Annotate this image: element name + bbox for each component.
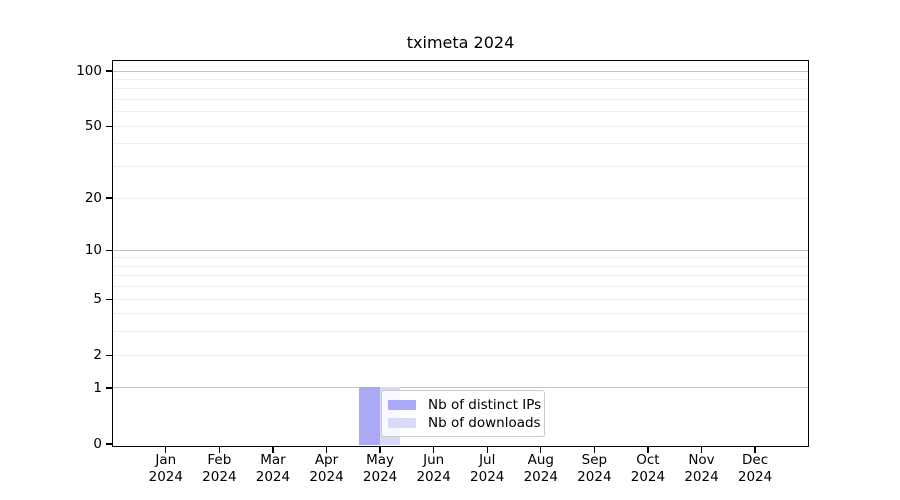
- x-tick-year: 2024: [362, 468, 398, 485]
- bar-distinct-ips: [359, 387, 380, 445]
- y-gridline-minor: [113, 354, 808, 356]
- x-tick-month: Mar: [260, 452, 286, 468]
- x-tick-mark: [325, 447, 328, 453]
- x-tick-mark: [165, 447, 167, 453]
- y-gridline-major: [113, 70, 808, 72]
- y-gridline-minor: [113, 125, 808, 127]
- y-gridline-minor: [113, 275, 808, 277]
- x-tick-year: 2024: [416, 468, 451, 485]
- x-tick-mark: [432, 447, 435, 453]
- x-tick-label: Oct 2024: [606, 452, 690, 485]
- y-gridline-minor: [113, 265, 808, 267]
- y-gridline-minor: [113, 257, 808, 259]
- x-tick-mark: [218, 447, 221, 453]
- y-gridline-minor: [113, 313, 808, 315]
- y-tick-label: 0: [93, 436, 102, 452]
- legend-item: Nb of downloads: [388, 414, 544, 432]
- x-tick-month: Nov: [688, 452, 715, 468]
- y-tick-label: 100: [76, 63, 102, 80]
- y-tick-mark: [106, 197, 113, 199]
- x-tick-year: 2024: [523, 468, 558, 485]
- y-tick-mark: [106, 298, 113, 300]
- x-tick-year: 2024: [737, 468, 773, 485]
- x-tick-month: Oct: [636, 452, 660, 468]
- x-tick-mark: [700, 447, 703, 453]
- x-tick-label: Jan 2024: [124, 452, 208, 485]
- y-gridline-minor: [113, 79, 808, 81]
- y-tick-mark: [106, 443, 113, 445]
- x-tick-year: 2024: [309, 468, 344, 485]
- y-tick-label: 20: [84, 190, 102, 206]
- x-tick-month: Feb: [207, 452, 232, 468]
- y-gridline-minor: [113, 166, 808, 168]
- legend-label: Nb of downloads: [428, 415, 541, 431]
- x-tick-label: Mar 2024: [231, 452, 315, 485]
- x-tick-month: Aug: [527, 452, 554, 468]
- x-tick-label: Feb 2024: [177, 452, 261, 485]
- y-tick-label: 2: [93, 347, 102, 364]
- y-tick-label: 1: [93, 379, 102, 396]
- x-tick-month: Jul: [479, 452, 496, 468]
- y-gridline-minor: [113, 111, 808, 113]
- y-gridline-minor: [113, 143, 808, 145]
- legend-label: Nb of distinct IPs: [428, 397, 542, 413]
- y-gridline-minor: [113, 197, 808, 199]
- legend-swatch: [388, 400, 416, 410]
- y-tick-mark: [106, 70, 113, 72]
- x-tick-mark: [379, 447, 381, 453]
- x-tick-label: Aug 2024: [499, 452, 583, 485]
- y-tick-mark: [106, 354, 113, 356]
- x-tick-mark: [647, 447, 649, 453]
- x-tick-label: Sep 2024: [552, 452, 636, 485]
- x-tick-label: Apr 2024: [285, 452, 369, 485]
- x-tick-mark: [754, 447, 756, 453]
- y-gridline-minor: [113, 286, 808, 288]
- x-tick-month: May: [366, 452, 395, 468]
- x-tick-year: 2024: [202, 468, 237, 485]
- x-tick-label: Jul 2024: [445, 452, 529, 485]
- y-gridline-minor: [113, 88, 808, 90]
- legend-item: Nb of distinct IPs: [388, 396, 544, 414]
- x-tick-month: Apr: [314, 452, 339, 468]
- x-tick-month: Sep: [581, 452, 608, 468]
- x-tick-year: 2024: [470, 468, 505, 485]
- y-tick-mark: [106, 249, 113, 251]
- x-tick-year: 2024: [684, 468, 719, 485]
- x-tick-label: May 2024: [338, 452, 422, 485]
- x-tick-month: Jan: [155, 452, 177, 468]
- x-tick-label: Jun 2024: [392, 452, 476, 485]
- x-tick-year: 2024: [255, 468, 291, 485]
- x-tick-month: Dec: [742, 452, 769, 468]
- y-tick-mark: [106, 387, 113, 389]
- x-tick-label: Dec 2024: [713, 452, 797, 485]
- y-gridline-minor: [113, 99, 808, 101]
- x-tick-year: 2024: [148, 468, 183, 485]
- y-gridline-minor: [113, 298, 808, 300]
- plot-area: [112, 60, 809, 447]
- x-tick-year: 2024: [577, 468, 612, 485]
- y-tick-label: 10: [84, 242, 102, 259]
- y-gridline-major: [113, 387, 808, 389]
- x-tick-mark: [486, 447, 488, 453]
- y-tick-label: 50: [84, 118, 102, 135]
- x-tick-mark: [540, 447, 542, 453]
- legend-swatch: [388, 418, 416, 428]
- y-gridline-major: [113, 249, 808, 251]
- y-tick-mark: [106, 125, 113, 127]
- x-tick-year: 2024: [630, 468, 666, 485]
- x-tick-mark: [272, 447, 274, 453]
- chart-title: tximeta 2024: [406, 33, 515, 52]
- x-tick-label: Nov 2024: [660, 452, 744, 485]
- x-tick-mark: [593, 447, 596, 453]
- x-tick-month: Jun: [423, 452, 445, 468]
- y-tick-label: 5: [93, 291, 102, 308]
- legend: Nb of distinct IPs Nb of downloads: [381, 390, 545, 437]
- y-gridline-minor: [113, 331, 808, 333]
